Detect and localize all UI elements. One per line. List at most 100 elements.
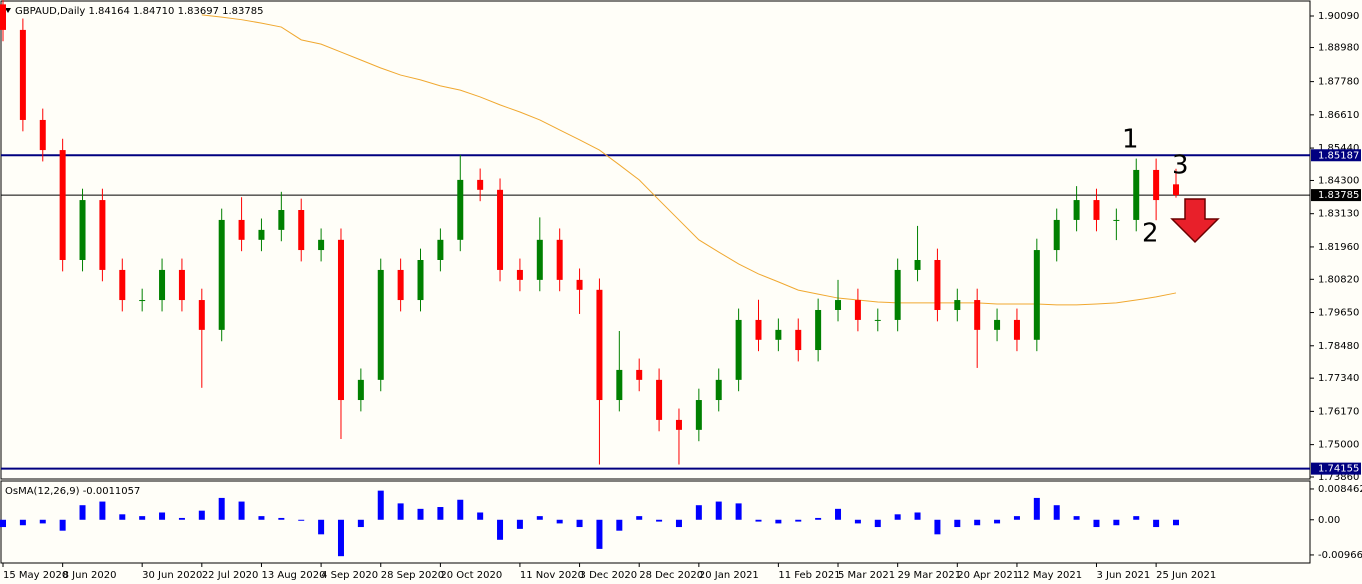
- y-tick-label: 1.83130: [1318, 209, 1359, 220]
- y-tick-label: 1.76170: [1318, 406, 1359, 417]
- candle-body: [795, 329, 802, 351]
- candle-body: [835, 300, 842, 310]
- candle-body: [139, 300, 146, 302]
- y-tick-label: 1.81960: [1318, 242, 1359, 253]
- y-tick-label: 0.0084623: [1318, 484, 1362, 495]
- menu-icon: [5, 8, 11, 13]
- osma-bar: [218, 497, 225, 520]
- candle-body: [1153, 169, 1160, 201]
- x-tick-label: 15 May 2020: [3, 570, 68, 581]
- osma-bar: [914, 512, 921, 520]
- candle-body: [0, 4, 6, 30]
- candle-body: [874, 319, 881, 321]
- osma-bar: [675, 519, 682, 528]
- y-tick-label: 0.00: [1318, 515, 1340, 526]
- osma-bar: [278, 517, 285, 520]
- candle-body: [19, 29, 26, 120]
- candle-body: [954, 300, 961, 310]
- candle-body: [755, 319, 762, 340]
- candle-body: [914, 259, 921, 270]
- osma-bar: [178, 517, 185, 520]
- y-tick-label: 1.79650: [1318, 308, 1359, 319]
- x-tick-label: 20 Apr 2021: [957, 570, 1019, 581]
- candle-body: [974, 300, 981, 330]
- osma-bar: [417, 508, 424, 520]
- x-tick-label: 3 Dec 2020: [580, 570, 638, 581]
- osma-bar: [894, 514, 901, 520]
- osma-bar: [1073, 516, 1080, 520]
- osma-bar: [616, 519, 623, 531]
- candle-body: [775, 329, 782, 340]
- moving-average: [201, 14, 1177, 306]
- down-arrow: [1170, 198, 1220, 244]
- candle-body: [1013, 319, 1020, 340]
- osma-bar: [576, 519, 583, 528]
- osma-bar: [139, 516, 146, 520]
- annotation: 3: [1172, 151, 1189, 181]
- osma-bar: [934, 519, 941, 535]
- candle-body: [437, 239, 444, 260]
- osma-bar: [1093, 519, 1100, 528]
- candle-body: [1093, 200, 1100, 220]
- candle-body: [1073, 200, 1080, 220]
- y-tick-label: 1.85440: [1318, 143, 1359, 154]
- candle-body: [278, 209, 285, 230]
- candle-body: [497, 189, 504, 270]
- candle-body: [715, 379, 722, 401]
- candle-body: [238, 219, 245, 240]
- osma-bar: [755, 519, 762, 522]
- osma-bar: [377, 490, 384, 520]
- candle-body: [735, 319, 742, 380]
- x-tick-label: 4 Sep 2020: [321, 570, 378, 581]
- annotation: 2: [1142, 219, 1159, 249]
- x-tick-label: 28 Dec 2020: [639, 570, 703, 581]
- candle-body: [417, 259, 424, 301]
- candle-body: [815, 309, 822, 351]
- candle-body: [934, 259, 941, 310]
- osma-bar: [636, 516, 643, 520]
- y-tick-label: -0.009660: [1318, 550, 1362, 561]
- osma-bar: [596, 519, 603, 549]
- level-label: 1.83785: [1318, 190, 1359, 201]
- candle-body: [298, 209, 305, 251]
- osma-bar: [536, 516, 543, 520]
- candle-body: [1033, 250, 1040, 340]
- x-tick-label: 11 Nov 2020: [520, 570, 584, 581]
- osma-bar: [656, 519, 663, 522]
- candle-body: [198, 300, 205, 330]
- osma-bar: [516, 519, 523, 529]
- y-tick-label: 1.75000: [1318, 440, 1359, 451]
- x-tick-label: 3 Jun 2021: [1096, 570, 1150, 581]
- osma-bar: [854, 519, 861, 524]
- candle-body: [377, 269, 384, 380]
- indicator-title: OsMA(12,26,9) -0.0011057: [5, 486, 140, 497]
- osma-bar: [298, 519, 305, 521]
- y-tick-label: 1.88980: [1318, 43, 1359, 54]
- candle-body: [119, 269, 126, 301]
- candle-body: [656, 379, 663, 420]
- osma-bar: [79, 505, 86, 520]
- osma-bar: [238, 501, 245, 520]
- osma-bar: [735, 503, 742, 520]
- candle-body: [397, 269, 404, 301]
- y-tick-label: 1.86610: [1318, 110, 1359, 121]
- osma-bar: [556, 519, 563, 524]
- osma-bar: [775, 519, 782, 524]
- candle-body: [636, 369, 643, 380]
- osma-bar: [19, 519, 26, 526]
- candle-body: [616, 369, 623, 401]
- x-tick-label: 20 Oct 2020: [440, 570, 502, 581]
- candle-body: [1113, 219, 1120, 221]
- osma-bar: [119, 514, 126, 520]
- y-tick-label: 1.78480: [1318, 341, 1359, 352]
- osma-bar: [994, 519, 1001, 524]
- osma-bar: [715, 501, 722, 520]
- candle-body: [79, 200, 86, 260]
- candle-body: [536, 239, 543, 280]
- candle-body: [318, 239, 325, 251]
- osma-bar: [39, 519, 46, 524]
- osma-bar: [1153, 519, 1160, 528]
- candle-body: [556, 239, 563, 280]
- osma-bar: [835, 508, 842, 520]
